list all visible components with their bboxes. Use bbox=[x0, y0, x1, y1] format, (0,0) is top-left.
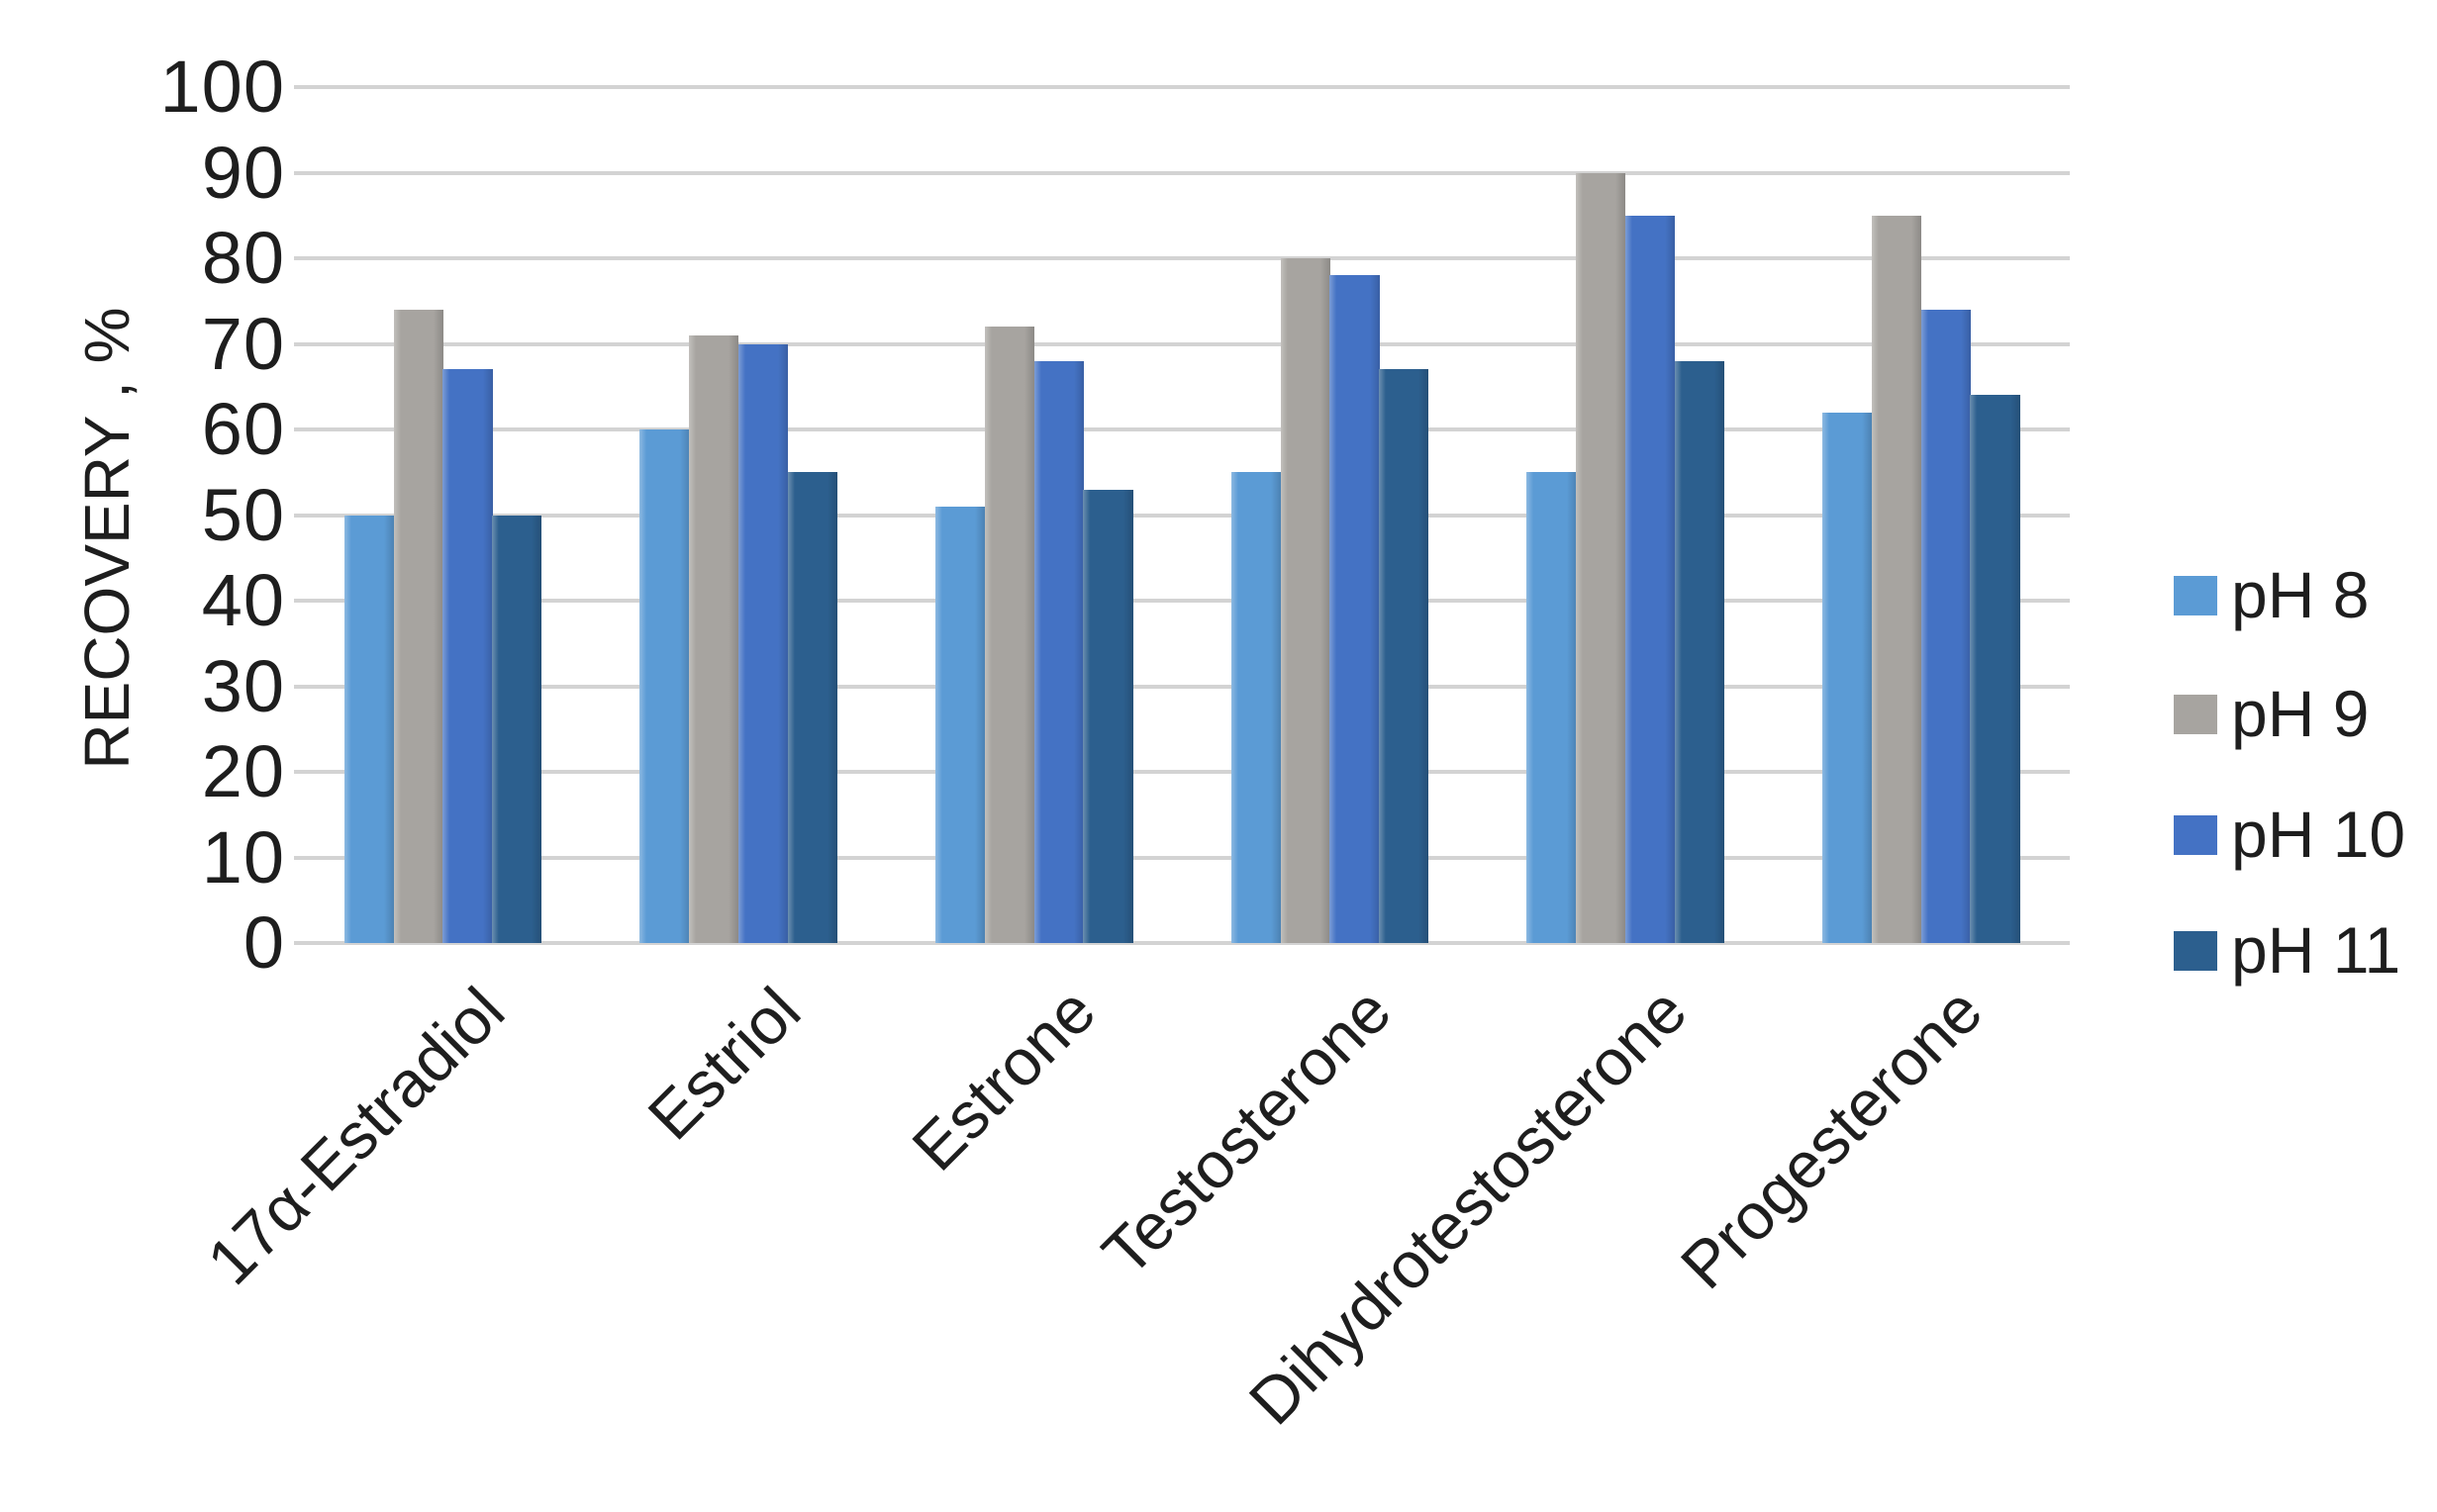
x-category-label: Estriol bbox=[633, 973, 814, 1154]
bar-ph-10-estriol bbox=[738, 343, 789, 943]
bar-shading bbox=[639, 429, 690, 943]
legend-swatch-icon bbox=[2174, 815, 2217, 855]
gridline bbox=[294, 85, 2070, 89]
bar-ph-11-estrone bbox=[1083, 489, 1133, 943]
bar-shading bbox=[1822, 412, 1873, 943]
bar-ph-10-testosterone bbox=[1329, 275, 1380, 943]
y-tick-label: 30 bbox=[201, 644, 285, 727]
y-tick-label: 10 bbox=[201, 815, 285, 898]
bar-ph-10-17α-estradiol bbox=[442, 369, 493, 943]
bar-ph-11-dihydrotestosterone bbox=[1674, 360, 1725, 943]
bar-shading bbox=[1674, 360, 1725, 943]
bar-ph-10-estrone bbox=[1033, 360, 1084, 943]
legend-label: pH 8 bbox=[2231, 558, 2370, 631]
bar-ph-10-progesterone bbox=[1920, 309, 1971, 943]
gridline bbox=[294, 941, 2070, 945]
y-tick-label: 70 bbox=[201, 302, 285, 385]
legend-label: pH 11 bbox=[2231, 913, 2401, 987]
bar-ph-9-estrone bbox=[984, 327, 1035, 943]
bar-ph-9-17α-estradiol bbox=[393, 309, 443, 943]
bar-ph-11-progesterone bbox=[1970, 395, 2020, 943]
y-tick-label: 0 bbox=[243, 901, 285, 984]
legend-swatch-icon bbox=[2174, 931, 2217, 971]
plot-area bbox=[294, 85, 2070, 945]
bar-shading bbox=[1526, 472, 1577, 943]
bar-shading bbox=[492, 515, 542, 943]
bar-ph-9-estriol bbox=[689, 334, 739, 943]
legend-swatch-icon bbox=[2174, 695, 2217, 734]
bar-ph-8-progesterone bbox=[1822, 412, 1873, 943]
x-category-label: Progesterone bbox=[1667, 973, 1997, 1303]
bar-ph-9-progesterone bbox=[1871, 215, 1922, 943]
bar-ph-8-17α-estradiol bbox=[343, 515, 395, 943]
y-tick-label: 100 bbox=[159, 46, 285, 128]
gridline bbox=[294, 427, 2070, 431]
legend-swatch-icon bbox=[2174, 576, 2217, 615]
gridline bbox=[294, 855, 2070, 860]
y-tick-label: 20 bbox=[201, 730, 285, 812]
bar-ph-11-estriol bbox=[787, 472, 838, 943]
bar-shading bbox=[1625, 215, 1676, 943]
x-category-label: Estrone bbox=[898, 973, 1110, 1184]
y-tick-label: 80 bbox=[201, 217, 285, 299]
bar-shading bbox=[1280, 258, 1330, 943]
bar-ph-11-17α-estradiol bbox=[492, 515, 542, 943]
y-tick-label: 40 bbox=[201, 559, 285, 641]
legend-label: pH 10 bbox=[2231, 798, 2406, 871]
bar-ph-11-testosterone bbox=[1379, 369, 1429, 943]
bar-shading bbox=[393, 309, 443, 943]
bar-shading bbox=[689, 334, 739, 943]
gridline bbox=[294, 513, 2070, 518]
bar-shading bbox=[1970, 395, 2020, 943]
bar-shading bbox=[984, 327, 1035, 943]
bar-ph-9-testosterone bbox=[1280, 258, 1330, 943]
bar-shading bbox=[738, 343, 789, 943]
bar-shading bbox=[935, 506, 986, 943]
bar-shading bbox=[343, 515, 395, 943]
bar-shading bbox=[1033, 360, 1084, 943]
gridline bbox=[294, 599, 2070, 603]
bar-shading bbox=[1920, 309, 1971, 943]
y-tick-label: 90 bbox=[201, 131, 285, 214]
bar-shading bbox=[1576, 172, 1626, 943]
bar-ph-8-dihydrotestosterone bbox=[1526, 472, 1577, 943]
bar-ph-8-estriol bbox=[639, 429, 690, 943]
x-category-label: 17α-Estradiol bbox=[192, 973, 519, 1298]
bar-ph-10-dihydrotestosterone bbox=[1625, 215, 1676, 943]
bar-shading bbox=[442, 369, 493, 943]
y-tick-label: 60 bbox=[201, 388, 285, 470]
legend-label: pH 9 bbox=[2231, 677, 2370, 750]
x-category-label: Testosterone bbox=[1088, 973, 1406, 1290]
bar-shading bbox=[1871, 215, 1922, 943]
gridline bbox=[294, 256, 2070, 260]
gridline bbox=[294, 684, 2070, 689]
y-tick-label: 50 bbox=[201, 473, 285, 556]
bar-ph-8-testosterone bbox=[1230, 472, 1282, 943]
bar-shading bbox=[787, 472, 838, 943]
bar-shading bbox=[1379, 369, 1429, 943]
bar-shading bbox=[1329, 275, 1380, 943]
gridline bbox=[294, 170, 2070, 175]
bar-ph-9-dihydrotestosterone bbox=[1576, 172, 1626, 943]
bar-ph-8-estrone bbox=[935, 506, 986, 943]
gridline bbox=[294, 770, 2070, 774]
gridline bbox=[294, 341, 2070, 346]
bar-shading bbox=[1230, 472, 1282, 943]
bar-shading bbox=[1083, 489, 1133, 943]
